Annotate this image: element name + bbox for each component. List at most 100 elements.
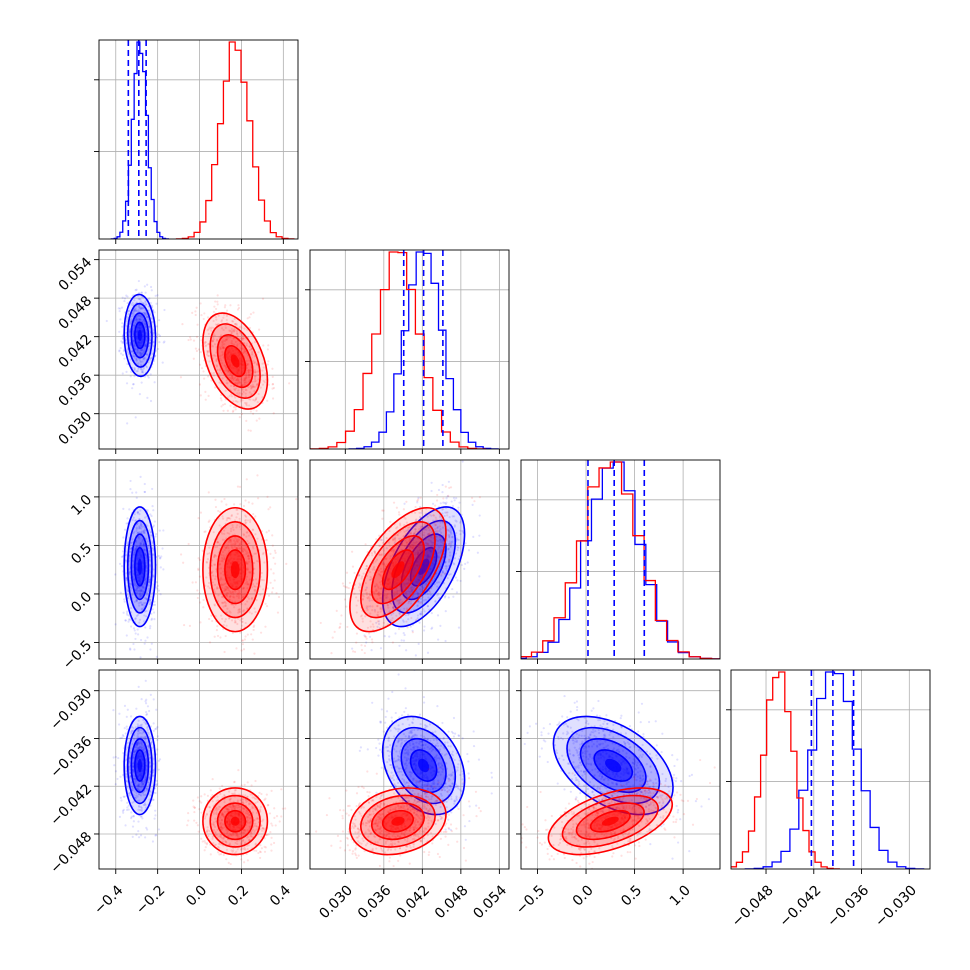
scatter-point [232,337,235,340]
scatter-point [140,781,144,784]
scatter-point [216,294,219,297]
scatter-point [447,548,450,551]
scatter-point [145,609,148,613]
scatter-point [438,529,441,533]
scatter-point [247,363,250,366]
scatter-point [225,314,229,318]
scatter-point [361,594,364,597]
scatter-point [394,632,397,635]
scatter-point [430,481,433,484]
scatter-point [410,540,413,543]
scatter-point [441,537,444,540]
scatter-point [134,540,137,544]
scatter-point [147,778,150,781]
scatter-point [253,341,257,344]
scatter-point [423,625,426,628]
scatter-point [213,334,216,337]
scatter-point [432,514,436,517]
scatter-point [159,593,162,596]
scatter-point [137,747,140,750]
scatter-point [128,339,131,342]
scatter-point [105,319,108,323]
scatter-point [415,618,418,622]
scatter-point [451,515,454,518]
scatter-point [124,619,127,622]
scatter-point [142,358,146,361]
scatter-point [142,783,145,786]
scatter-point [429,535,433,538]
scatter-point [244,635,247,638]
scatter-point [141,784,144,787]
scatter-point [222,409,225,412]
scatter-point [131,742,134,746]
scatter-point [136,586,139,589]
scatter-point [141,352,145,355]
scatter-point [132,311,135,314]
scatter-point [400,639,403,642]
scatter-point [252,412,255,415]
scatter-point [133,342,136,345]
scatter-point [223,532,226,535]
scatter-point [205,353,209,356]
scatter-point [241,550,244,553]
scatter-point [350,550,354,553]
scatter-point [371,609,374,612]
scatter-point [135,359,138,362]
scatter-point [240,617,243,621]
scatter-point [189,338,192,341]
scatter-point [133,299,136,302]
scatter-point [419,612,423,615]
scatter-point [145,315,148,318]
scatter-point [232,330,235,333]
scatter-point [152,770,155,773]
scatter-point [441,541,444,544]
scatter-point [419,525,422,528]
scatter-point [437,555,440,558]
panel-content [112,679,287,869]
scatter-point [236,592,239,596]
scatter-point [405,593,408,596]
scatter-point [156,584,160,587]
scatter-point [224,339,227,343]
scatter-point [232,377,235,380]
scatter-point [245,550,248,553]
scatter-point [145,569,148,573]
scatter-point [397,627,401,631]
scatter-point [255,419,258,422]
scatter-point [217,372,220,375]
scatter-point [370,649,373,652]
scatter-point [138,545,141,548]
scatter-point [146,396,149,399]
scatter-point [148,580,151,583]
scatter-point [424,582,428,585]
scatter-point [403,523,406,527]
scatter-point [133,368,136,372]
scatter-point [230,393,233,396]
scatter-point [247,555,250,558]
scatter-point [259,631,263,634]
scatter-point [139,815,142,818]
scatter-point [206,558,209,561]
scatter-point [144,580,148,584]
scatter-point [426,542,429,545]
scatter-point [241,383,244,387]
scatter-point [240,392,243,395]
scatter-point [218,336,221,339]
scatter-point [416,553,419,556]
scatter-point [139,522,142,525]
scatter-point [137,279,140,283]
scatter-point [141,540,144,543]
scatter-point [199,601,202,604]
scatter-point [253,385,256,388]
scatter-point [409,600,412,603]
scatter-point [157,759,160,762]
scatter-point [450,500,453,503]
scatter-point [225,545,228,548]
scatter-point [232,528,235,531]
scatter-point [251,528,254,531]
scatter-point [138,513,141,516]
scatter-point [389,520,392,523]
scatter-point [453,515,456,518]
scatter-point [227,589,230,592]
scatter-point [235,329,238,333]
